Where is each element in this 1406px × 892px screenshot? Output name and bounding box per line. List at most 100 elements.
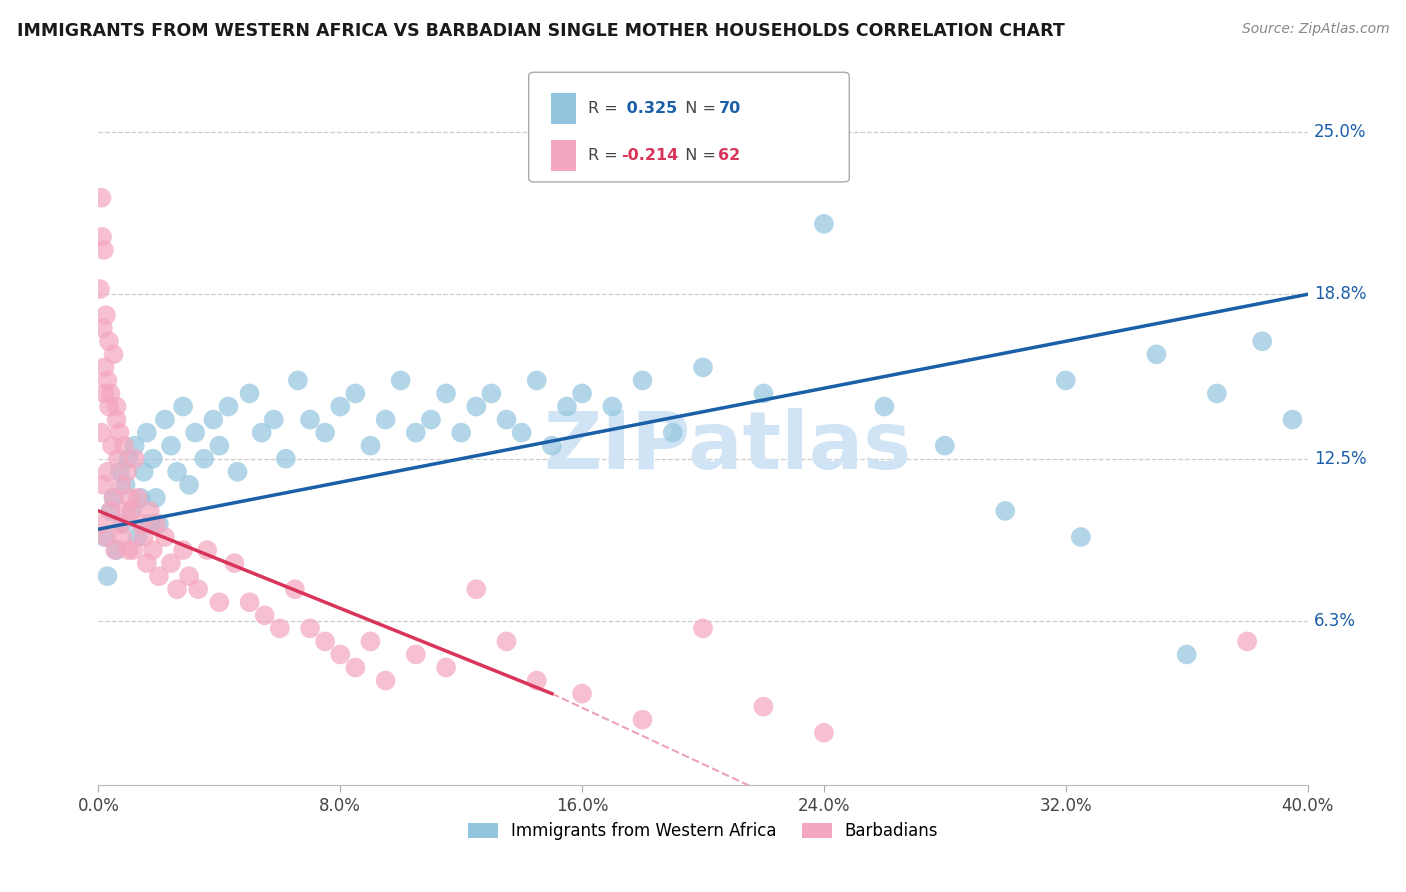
Point [495,412,517,426]
Point [360,439,382,453]
Point [122,543,145,558]
Point [111,516,134,531]
Point [450,425,472,440]
Text: 62: 62 [718,148,741,163]
Point [217,400,239,414]
Point [120,491,142,505]
Point [1146,347,1168,361]
Point [571,687,593,701]
Point [98,334,121,349]
Point [93,530,115,544]
Point [94,308,117,322]
Point [239,595,262,609]
Point [93,386,115,401]
Point [481,386,503,401]
Point [510,425,533,440]
Point [389,373,412,387]
Text: R =: R = [588,101,623,116]
Point [139,504,162,518]
Point [752,386,775,401]
Point [148,569,170,583]
Point [193,451,215,466]
Point [287,373,309,387]
Point [145,516,167,531]
Point [91,230,114,244]
Point [224,556,246,570]
Point [118,451,141,466]
Text: -0.214: -0.214 [621,148,679,163]
Point [263,412,285,426]
Point [661,425,683,440]
Point [166,582,188,597]
Text: 6.3%: 6.3% [1313,612,1355,630]
Point [93,360,115,375]
Point [434,660,457,674]
Point [1070,530,1092,544]
Point [127,491,149,505]
Point [112,439,135,453]
Point [148,516,170,531]
Point [631,713,654,727]
Point [96,569,118,583]
Point [94,530,117,544]
Point [250,425,273,440]
Point [555,400,578,414]
Text: 0.325: 0.325 [621,101,678,116]
Point [132,530,155,544]
Point [208,595,231,609]
Point [101,439,124,453]
Point [121,504,143,518]
Point [526,673,548,688]
Point [114,478,136,492]
Point [360,634,382,648]
Point [329,648,352,662]
Point [374,673,396,688]
Point [420,412,443,426]
Point [344,660,367,674]
Point [96,465,118,479]
Point [89,282,111,296]
Point [100,504,122,518]
Point [103,491,125,505]
Point [692,621,714,635]
Point [90,191,112,205]
Point [135,425,157,440]
Point [692,360,714,375]
Point [495,634,517,648]
Point [239,386,262,401]
Text: 18.8%: 18.8% [1313,285,1367,303]
Point [145,491,167,505]
Point [187,582,209,597]
Point [91,478,114,492]
Point [90,425,112,440]
Point [105,400,128,414]
Point [142,451,165,466]
Point [110,478,132,492]
Point [91,321,114,335]
Point [274,451,297,466]
Point [934,439,956,453]
Point [631,373,654,387]
Text: 70: 70 [718,101,741,116]
Point [374,412,396,426]
Text: IMMIGRANTS FROM WESTERN AFRICA VS BARBADIAN SINGLE MOTHER HOUSEHOLDS CORRELATION: IMMIGRANTS FROM WESTERN AFRICA VS BARBAD… [17,22,1064,40]
Point [314,425,336,440]
Point [139,516,162,531]
Point [107,451,129,466]
Point [571,386,593,401]
Text: Source: ZipAtlas.com: Source: ZipAtlas.com [1241,22,1389,37]
Point [813,725,835,739]
Point [103,347,125,361]
Point [160,439,183,453]
Point [96,373,118,387]
Point [1054,373,1077,387]
Point [540,439,562,453]
Point [208,439,231,453]
Point [184,425,207,440]
Point [202,412,225,426]
Point [465,582,488,597]
Point [405,648,427,662]
Point [129,491,152,505]
Point [465,400,488,414]
Text: R =: R = [588,148,623,163]
